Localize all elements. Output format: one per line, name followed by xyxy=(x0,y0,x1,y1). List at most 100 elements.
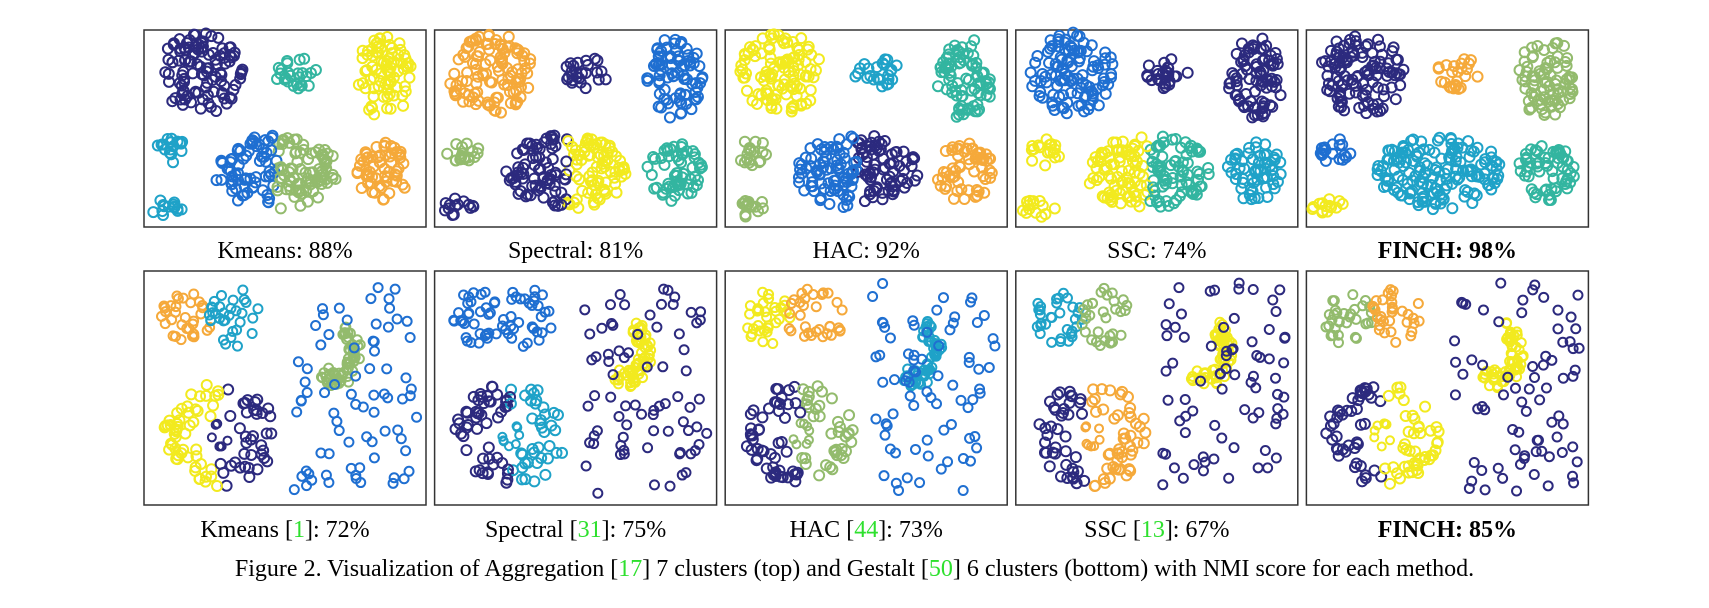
point xyxy=(641,160,654,173)
point xyxy=(756,411,769,424)
caption-text: SSC: 74% xyxy=(1107,238,1207,264)
point xyxy=(1522,170,1535,183)
point xyxy=(794,309,806,321)
point xyxy=(329,379,341,391)
point xyxy=(813,323,825,335)
point xyxy=(677,69,690,82)
point xyxy=(304,175,317,188)
point xyxy=(972,86,985,99)
point xyxy=(1517,350,1529,362)
point xyxy=(687,57,700,70)
point xyxy=(953,57,966,70)
point xyxy=(1229,369,1241,381)
point xyxy=(952,149,965,162)
point xyxy=(1502,371,1514,383)
point xyxy=(549,169,562,182)
point xyxy=(175,334,187,346)
point xyxy=(1529,144,1542,157)
point xyxy=(378,139,391,152)
point xyxy=(161,42,174,55)
point xyxy=(877,317,889,329)
point xyxy=(165,132,178,145)
point xyxy=(1146,155,1159,168)
point xyxy=(1133,167,1146,180)
panel-frame xyxy=(1305,270,1590,506)
point xyxy=(1323,309,1335,321)
point xyxy=(1451,141,1464,154)
point xyxy=(831,296,843,308)
point xyxy=(762,402,775,415)
point xyxy=(1239,404,1251,416)
point xyxy=(512,44,525,57)
point xyxy=(1117,427,1130,440)
point xyxy=(460,444,473,457)
citation[interactable]: 1 xyxy=(292,517,305,543)
point xyxy=(825,427,838,440)
point xyxy=(584,328,596,340)
point xyxy=(1518,453,1530,465)
point xyxy=(1410,148,1423,161)
point xyxy=(1509,444,1521,456)
point xyxy=(1128,150,1141,163)
point xyxy=(972,185,985,198)
point xyxy=(966,57,979,70)
point xyxy=(468,151,481,164)
point xyxy=(319,387,331,399)
point xyxy=(1449,335,1461,347)
citation[interactable]: 44 xyxy=(854,517,879,543)
point xyxy=(384,75,397,88)
point xyxy=(1340,151,1353,164)
point xyxy=(467,390,480,403)
point xyxy=(1326,147,1339,160)
point xyxy=(658,283,670,295)
point xyxy=(218,315,230,327)
point xyxy=(444,77,457,90)
point xyxy=(1228,312,1240,324)
point xyxy=(1264,159,1277,172)
point xyxy=(802,390,815,403)
point xyxy=(648,182,661,195)
point xyxy=(175,145,188,158)
point xyxy=(863,188,876,201)
point xyxy=(1185,184,1198,197)
point xyxy=(1279,332,1291,344)
caption-text: ] 6 clusters (bottom) with NMI score for… xyxy=(952,556,1475,582)
point xyxy=(265,144,278,157)
point xyxy=(1316,56,1329,69)
point xyxy=(403,465,415,477)
point xyxy=(807,71,820,84)
point xyxy=(761,326,773,338)
citation[interactable]: 13 xyxy=(1140,517,1165,543)
point xyxy=(1349,35,1362,48)
point xyxy=(1107,461,1120,474)
point xyxy=(488,297,500,309)
citation[interactable]: 31 xyxy=(577,517,602,543)
point xyxy=(1498,389,1510,401)
point xyxy=(1145,74,1158,87)
point xyxy=(512,422,523,433)
point xyxy=(870,413,882,425)
point xyxy=(451,198,464,211)
point xyxy=(1416,186,1429,199)
citation[interactable]: 50 xyxy=(928,556,953,582)
point xyxy=(181,89,194,102)
point xyxy=(1192,144,1205,157)
point xyxy=(787,70,800,83)
point xyxy=(199,81,212,94)
point xyxy=(1463,150,1476,163)
point xyxy=(876,193,889,206)
point xyxy=(1221,345,1233,357)
point xyxy=(613,410,625,422)
point xyxy=(598,160,611,173)
citation[interactable]: 17 xyxy=(618,556,643,582)
point xyxy=(272,61,285,74)
point xyxy=(1076,407,1089,420)
point xyxy=(880,418,892,430)
point xyxy=(190,443,203,456)
point xyxy=(516,473,529,486)
point xyxy=(302,153,315,166)
point xyxy=(1148,184,1161,197)
point xyxy=(1357,77,1370,90)
caption-text: Figure 2. Visualization of Aggregation [ xyxy=(234,556,619,582)
point xyxy=(1111,409,1124,422)
